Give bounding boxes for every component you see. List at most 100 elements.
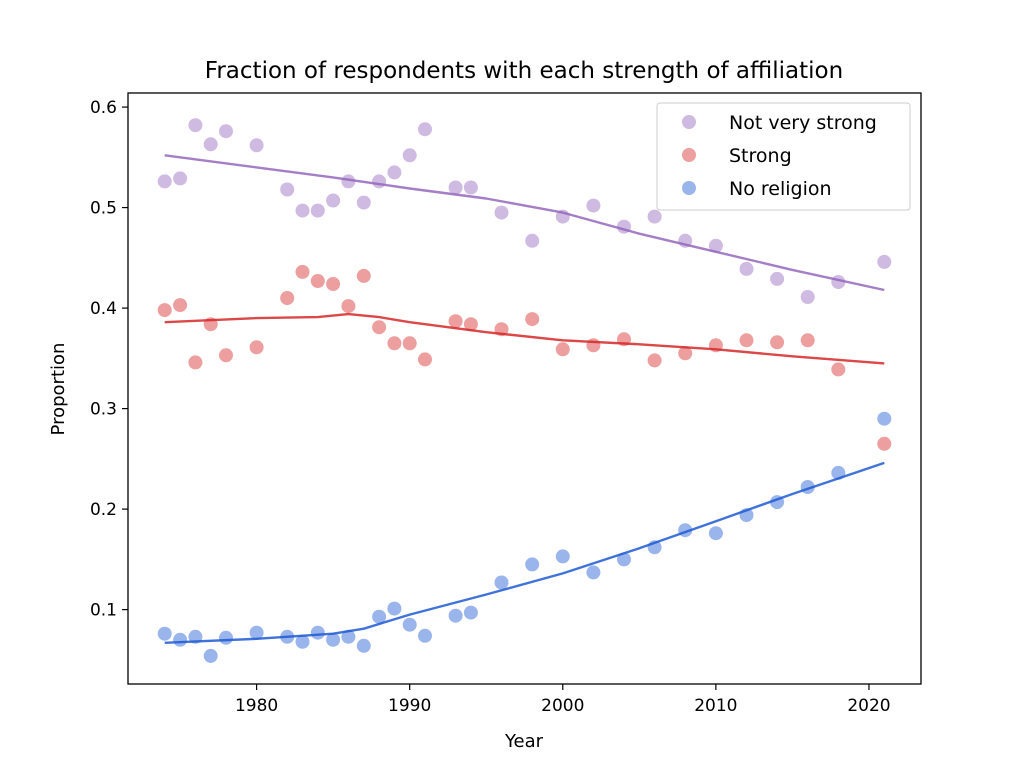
data-point-not-very-strong bbox=[203, 137, 218, 152]
legend-marker-not-very-strong bbox=[682, 115, 696, 129]
legend-marker-strong bbox=[682, 148, 696, 162]
legend-label-no-religion: No religion bbox=[729, 178, 832, 200]
data-point-no-religion bbox=[770, 495, 785, 510]
x-axis: 1980 1990 2000 2010 2020 bbox=[235, 684, 891, 716]
data-point-strong bbox=[356, 268, 371, 283]
data-point-strong bbox=[402, 336, 417, 351]
legend-frame bbox=[656, 102, 911, 211]
data-point-not-very-strong bbox=[678, 233, 693, 248]
data-point-no-religion bbox=[203, 648, 218, 663]
data-point-no-religion bbox=[310, 625, 325, 640]
data-point-no-religion bbox=[877, 411, 892, 426]
data-point-no-religion bbox=[387, 601, 402, 616]
data-point-not-very-strong bbox=[341, 174, 356, 189]
data-point-strong bbox=[463, 317, 478, 332]
x-tick-label: 1980 bbox=[235, 696, 278, 716]
data-point-strong bbox=[877, 436, 892, 451]
data-point-no-religion bbox=[249, 625, 264, 640]
data-point-not-very-strong bbox=[770, 271, 785, 286]
data-point-not-very-strong bbox=[173, 171, 188, 186]
data-point-not-very-strong bbox=[831, 275, 846, 289]
data-point-no-religion bbox=[280, 629, 295, 644]
data-point-strong bbox=[249, 340, 264, 355]
data-point-strong bbox=[555, 342, 570, 357]
data-point-strong bbox=[387, 336, 402, 351]
y-tick-label: 0.4 bbox=[90, 299, 117, 319]
data-point-strong bbox=[448, 314, 463, 329]
data-point-not-very-strong bbox=[188, 118, 203, 133]
data-point-no-religion bbox=[219, 630, 233, 645]
data-point-not-very-strong bbox=[463, 180, 478, 195]
data-point-strong bbox=[831, 362, 846, 377]
data-point-not-very-strong bbox=[219, 124, 233, 139]
data-point-strong bbox=[739, 333, 754, 348]
data-point-not-very-strong bbox=[402, 148, 417, 163]
data-point-not-very-strong bbox=[739, 261, 754, 276]
data-point-not-very-strong bbox=[647, 209, 662, 224]
data-point-no-religion bbox=[617, 552, 631, 567]
data-point-strong bbox=[770, 335, 785, 350]
data-point-strong bbox=[157, 303, 172, 318]
data-point-no-religion bbox=[739, 508, 754, 523]
data-point-no-religion bbox=[356, 638, 371, 653]
data-point-strong bbox=[525, 312, 540, 327]
data-point-not-very-strong bbox=[356, 195, 371, 210]
y-tick-label: 0.5 bbox=[90, 199, 117, 219]
trend-line-strong bbox=[164, 312, 885, 365]
data-point-not-very-strong bbox=[418, 122, 432, 137]
data-point-no-religion bbox=[173, 632, 188, 647]
data-point-no-religion bbox=[586, 565, 601, 580]
legend-marker-no-religion bbox=[682, 181, 696, 195]
data-point-strong bbox=[280, 291, 295, 305]
data-point-no-religion bbox=[555, 549, 570, 564]
data-point-no-religion bbox=[418, 628, 432, 643]
data-point-not-very-strong bbox=[708, 238, 723, 253]
x-axis-label: Year bbox=[504, 731, 544, 752]
data-point-strong bbox=[708, 338, 723, 353]
data-point-strong bbox=[586, 338, 601, 353]
data-point-no-religion bbox=[157, 626, 172, 641]
y-tick-label: 0.3 bbox=[90, 400, 117, 420]
data-point-strong bbox=[418, 352, 432, 367]
data-point-not-very-strong bbox=[555, 209, 570, 224]
data-point-strong bbox=[341, 299, 356, 314]
data-point-not-very-strong bbox=[617, 219, 631, 234]
y-tick-label: 0.6 bbox=[90, 98, 117, 118]
data-point-no-religion bbox=[647, 540, 662, 555]
data-point-no-religion bbox=[402, 617, 417, 632]
x-tick-label: 2020 bbox=[847, 696, 890, 716]
data-point-not-very-strong bbox=[249, 138, 264, 153]
data-point-strong bbox=[310, 274, 325, 288]
data-point-strong bbox=[372, 320, 387, 335]
data-point-no-religion bbox=[326, 632, 341, 647]
data-point-no-religion bbox=[525, 557, 540, 572]
data-point-no-religion bbox=[463, 605, 478, 620]
data-point-not-very-strong bbox=[280, 182, 295, 197]
trend-line-not-very-strong bbox=[164, 154, 885, 292]
data-point-not-very-strong bbox=[448, 180, 463, 195]
data-point-strong bbox=[203, 317, 218, 332]
data-point-not-very-strong bbox=[157, 174, 172, 189]
x-tick-label: 1990 bbox=[388, 696, 431, 716]
data-point-no-religion bbox=[448, 608, 463, 623]
data-point-no-religion bbox=[341, 629, 356, 644]
x-tick-label: 2000 bbox=[541, 696, 584, 716]
data-point-strong bbox=[295, 264, 310, 279]
data-point-not-very-strong bbox=[387, 165, 402, 180]
trend-lines bbox=[164, 154, 885, 644]
data-point-no-religion bbox=[188, 629, 203, 644]
data-point-not-very-strong bbox=[295, 203, 310, 218]
data-point-not-very-strong bbox=[525, 233, 540, 248]
data-point-not-very-strong bbox=[877, 254, 892, 269]
data-point-strong bbox=[617, 332, 631, 347]
data-point-strong bbox=[800, 333, 815, 348]
data-point-strong bbox=[326, 277, 341, 291]
legend-label-strong: Strong bbox=[729, 145, 792, 167]
y-tick-label: 0.1 bbox=[90, 601, 117, 621]
data-point-not-very-strong bbox=[494, 205, 509, 220]
trend-line-no-religion bbox=[164, 461, 885, 644]
data-point-strong bbox=[188, 355, 203, 370]
data-point-strong bbox=[219, 348, 233, 363]
y-tick-label: 0.2 bbox=[90, 500, 117, 520]
